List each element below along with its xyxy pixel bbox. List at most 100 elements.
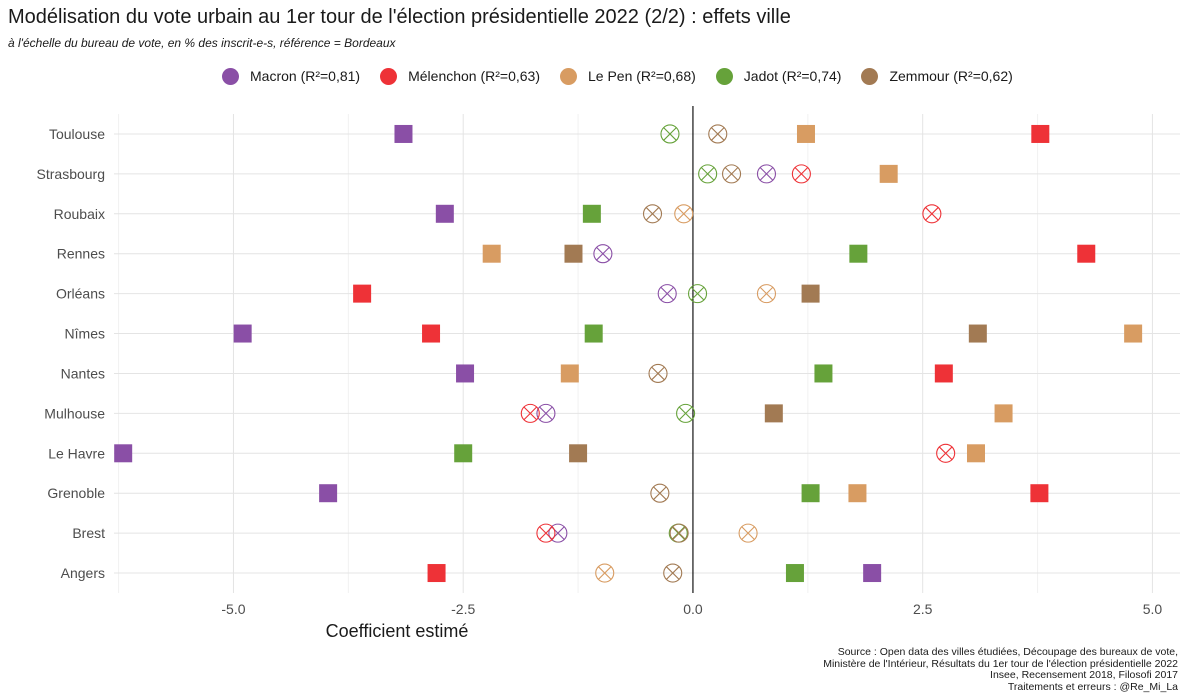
data-point-nonsignificant <box>642 204 663 224</box>
y-tick-label: Mulhouse <box>44 405 105 421</box>
x-tick-label: 5.0 <box>1143 601 1163 617</box>
data-point-nonsignificant <box>738 523 758 543</box>
data-point-nonsignificant <box>520 403 540 423</box>
data-point-significant <box>764 404 783 423</box>
data-point-significant <box>796 124 815 143</box>
y-tick-label: Angers <box>61 565 105 581</box>
data-point-nonsignificant <box>936 443 956 463</box>
data-point-nonsignificant <box>648 363 668 384</box>
data-point-significant <box>1031 124 1050 143</box>
data-point-significant <box>848 484 867 503</box>
legend-swatch-le-pen <box>560 67 577 85</box>
data-point-significant <box>319 484 338 503</box>
data-point-significant <box>584 324 603 343</box>
source-line: Ministère de l'Intérieur, Résultats du 1… <box>823 657 1178 670</box>
source-line: Traitements et erreurs : @Re_Mi_La <box>1007 680 1178 693</box>
data-point-nonsignificant <box>536 403 556 423</box>
y-tick-label: Nantes <box>61 365 105 381</box>
data-point-nonsignificant <box>660 124 680 144</box>
y-tick-label: Nîmes <box>65 326 105 342</box>
data-point-significant <box>114 444 133 463</box>
legend-swatch-jadot <box>715 67 733 85</box>
y-tick-label: Brest <box>72 525 105 541</box>
data-point-significant <box>1077 244 1096 263</box>
chart-subtitle: à l'échelle du bureau de vote, en % des … <box>8 36 396 50</box>
legend-label-melenchon: Mélenchon (R²=0,63) <box>408 68 540 84</box>
data-point-nonsignificant <box>593 244 613 264</box>
y-tick-label: Orléans <box>56 286 105 302</box>
data-point-nonsignificant <box>708 124 728 144</box>
data-point-nonsignificant <box>674 204 694 224</box>
y-tick-label: Strasbourg <box>37 166 105 182</box>
data-point-nonsignificant <box>536 523 556 543</box>
data-point-significant <box>863 564 882 583</box>
data-point-significant <box>785 564 804 583</box>
y-tick-label: Roubaix <box>54 206 105 222</box>
legend-label-jadot: Jadot (R²=0,74) <box>743 68 842 84</box>
data-point-significant <box>966 444 985 463</box>
data-point-significant <box>233 324 252 343</box>
data-point-nonsignificant <box>791 164 811 184</box>
data-point-nonsignificant <box>663 563 683 583</box>
legend-label-le-pen: Le Pen (R²=0,68) <box>588 68 696 84</box>
legend-item-jadot: Jadot (R²=0,74) <box>715 67 842 85</box>
data-point-significant <box>582 204 601 223</box>
x-axis-title: Coefficient estimé <box>326 621 469 641</box>
y-tick-label: Le Havre <box>48 445 105 461</box>
legend-swatch-macron <box>222 67 239 85</box>
legend-item-melenchon: Mélenchon (R²=0,63) <box>380 67 540 85</box>
data-point-significant <box>968 324 987 343</box>
data-point-significant <box>422 324 441 343</box>
data-point-significant <box>564 244 583 263</box>
data-point-significant <box>1124 324 1143 343</box>
source-note: Source : Open data des villes étudiées, … <box>823 646 1178 693</box>
legend-item-macron: Macron (R²=0,81) <box>222 67 361 85</box>
data-point-significant <box>435 204 454 223</box>
data-point-significant <box>934 364 953 383</box>
data-point-nonsignificant <box>650 483 670 503</box>
legend-item-zemmour: Zemmour (R²=0,62) <box>861 67 1013 85</box>
data-point-nonsignificant <box>922 204 942 224</box>
y-tick-label: Toulouse <box>49 126 105 142</box>
x-tick-label: 2.5 <box>913 601 933 617</box>
legend-swatch-zemmour <box>861 67 879 85</box>
data-point-nonsignificant <box>669 523 689 543</box>
y-tick-label: Grenoble <box>47 485 105 501</box>
legend-label-zemmour: Zemmour (R²=0,62) <box>889 68 1013 84</box>
data-point-nonsignificant <box>676 403 696 423</box>
data-point-significant <box>879 164 898 183</box>
data-point-significant <box>454 444 473 463</box>
data-point-significant <box>1030 484 1049 503</box>
data-point-significant <box>994 404 1013 423</box>
data-point-nonsignificant <box>595 563 615 583</box>
data-point-nonsignificant <box>657 284 677 304</box>
source-line: Source : Open data des villes étudiées, … <box>837 646 1178 658</box>
data-point-significant <box>849 244 868 263</box>
x-tick-label: -2.5 <box>451 601 475 617</box>
data-point-nonsignificant <box>698 164 718 184</box>
data-point-nonsignificant <box>687 284 708 304</box>
data-point-nonsignificant <box>721 164 742 184</box>
data-point-significant <box>394 124 413 143</box>
source-line: Insee, Recensement 2018, Filosofi 2017 <box>990 669 1178 681</box>
legend-swatch-melenchon <box>380 67 398 85</box>
data-point-significant <box>814 364 833 383</box>
x-tick-label: 0.0 <box>683 601 703 617</box>
data-point-significant <box>456 364 475 383</box>
data-point-nonsignificant <box>756 284 777 304</box>
legend-item-le-pen: Le Pen (R²=0,68) <box>560 67 696 85</box>
data-point-nonsignificant <box>756 164 777 184</box>
data-point-significant <box>560 364 579 383</box>
data-point-significant <box>353 284 372 303</box>
data-point-significant <box>427 564 446 583</box>
data-point-significant <box>801 284 820 303</box>
legend-label-macron: Macron (R²=0,81) <box>250 68 361 84</box>
legend: Macron (R²=0,81) Mélenchon (R²=0,63) Le … <box>222 64 1033 88</box>
chart-title: Modélisation du vote urbain au 1er tour … <box>8 6 791 28</box>
data-point-significant <box>801 484 820 503</box>
x-tick-label: -5.0 <box>221 601 245 617</box>
data-point-significant <box>569 444 588 463</box>
data-point-significant <box>482 244 501 263</box>
y-tick-label: Rennes <box>57 246 105 262</box>
